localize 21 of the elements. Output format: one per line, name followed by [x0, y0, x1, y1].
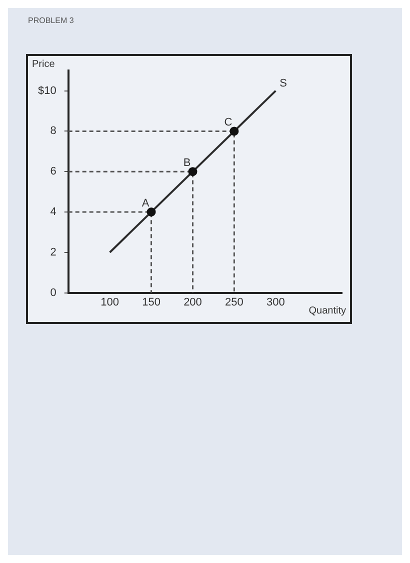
y-axis-title: Price	[32, 58, 56, 70]
x-axis-title: Quantity	[308, 306, 346, 317]
x-tick-label: 200	[184, 296, 202, 308]
point	[230, 126, 239, 136]
y-tick-label: 4	[50, 206, 56, 218]
point	[146, 208, 156, 216]
annotation: C	[224, 116, 232, 129]
x-tick-label: 150	[142, 296, 160, 308]
y-tick-label: 8	[50, 125, 56, 138]
y-tick-label: 6	[50, 166, 56, 178]
annotation: B	[183, 157, 191, 170]
annotation: A	[142, 198, 150, 210]
point	[188, 167, 198, 176]
chart-title: PROBLEM 3	[28, 16, 74, 25]
y-tick-label: 2	[50, 246, 56, 258]
x-tick-label: 100	[100, 296, 119, 308]
x-tick-label: 300	[266, 296, 285, 308]
y-tick-label: $10	[38, 84, 56, 97]
series-label: S	[280, 77, 288, 90]
x-tick-label: 250	[225, 296, 244, 308]
y-tick-label: 0	[50, 286, 56, 299]
